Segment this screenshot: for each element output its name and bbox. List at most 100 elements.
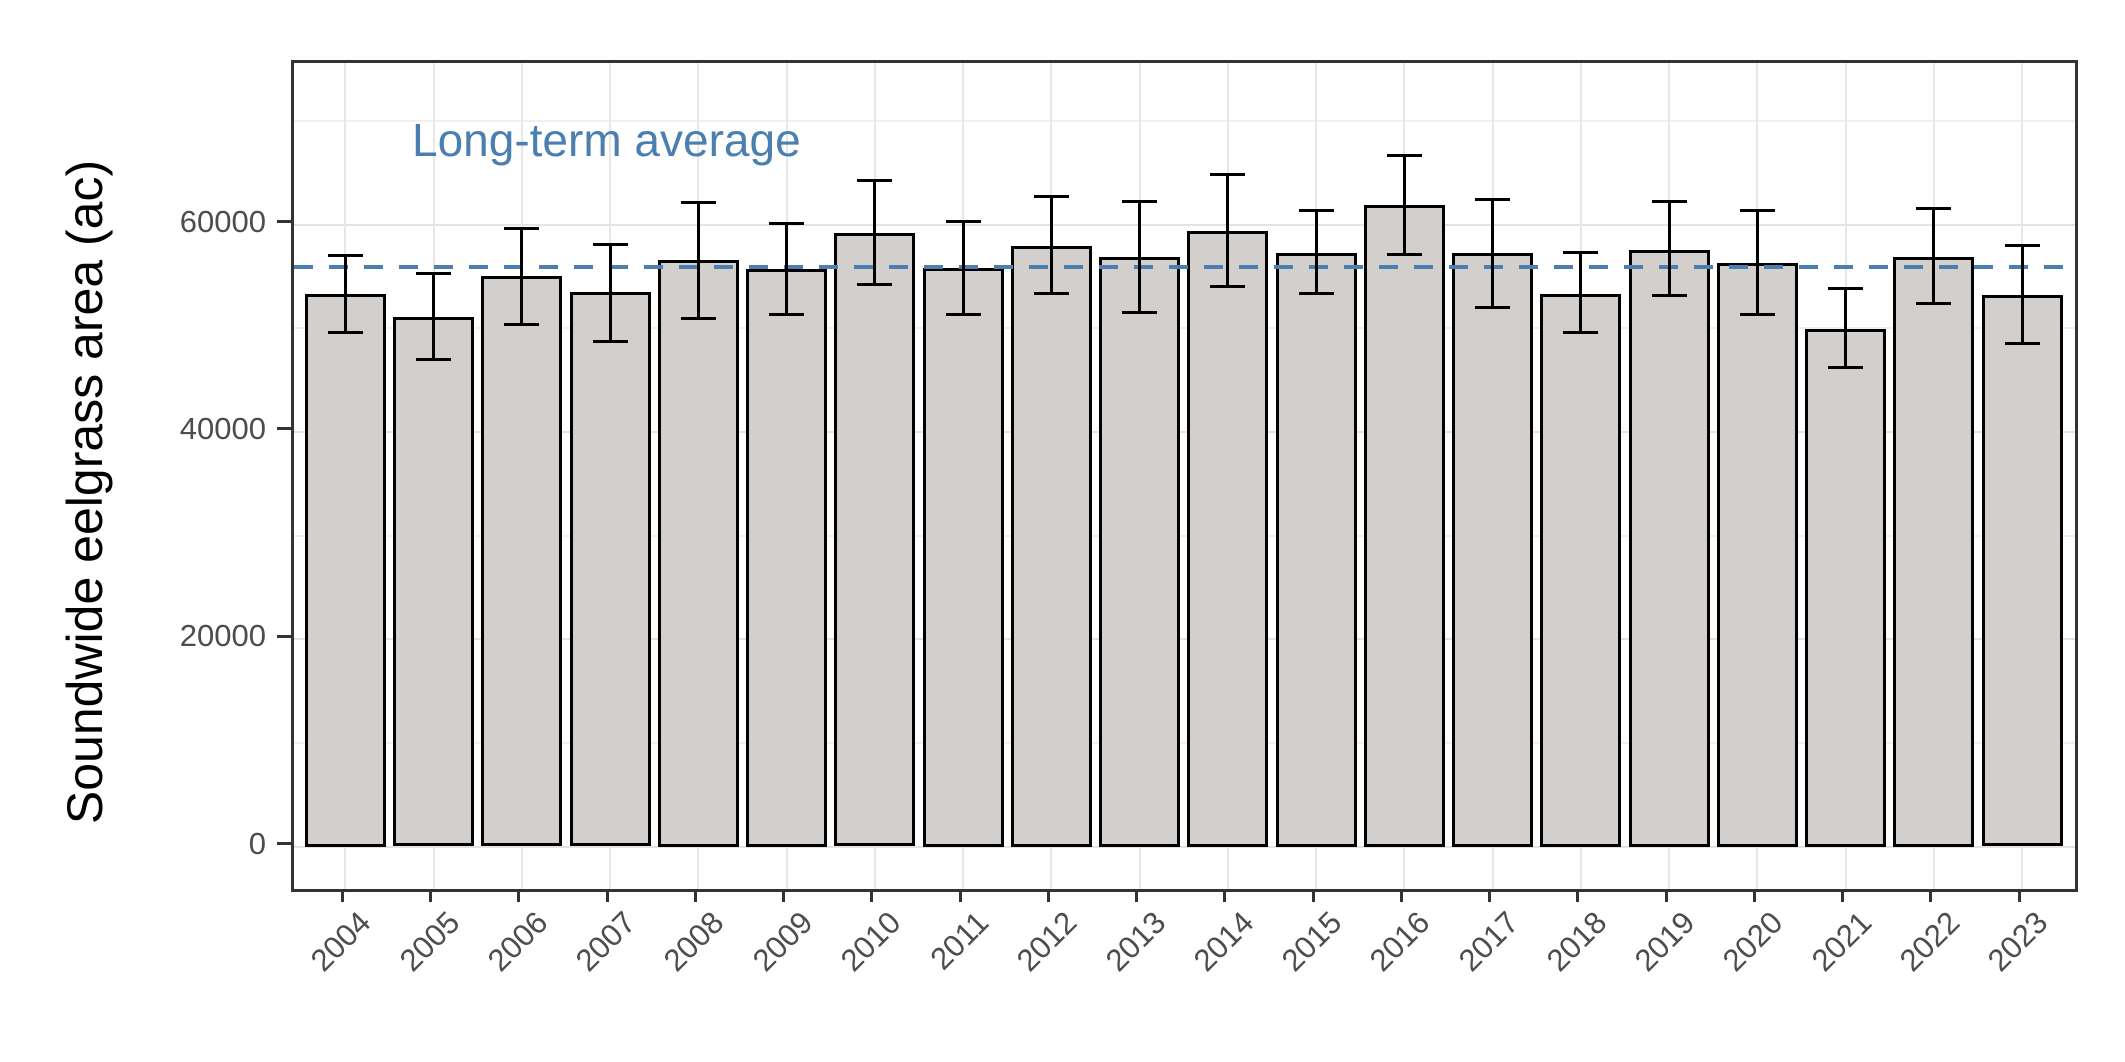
error-bar-cap-bottom-2012: [1033, 292, 1069, 296]
bar-2016: [1363, 204, 1445, 847]
error-bar-cap-top-2021: [1828, 286, 1864, 290]
y-tick-20000: [277, 634, 291, 638]
plot-panel: Long-term average: [291, 60, 2078, 892]
error-bar-cap-top-2004: [327, 253, 363, 257]
error-bar-cap-bottom-2015: [1298, 292, 1334, 296]
x-tick-2015: [1311, 889, 1315, 902]
bar-2013: [1099, 256, 1181, 847]
error-bar-2004: [343, 254, 347, 334]
error-bar-2012: [1049, 195, 1053, 295]
error-bar-cap-top-2007: [592, 243, 628, 247]
bar-2004: [304, 294, 386, 847]
bar-2006: [481, 276, 563, 847]
error-bar-2006: [520, 227, 524, 326]
error-bar-cap-bottom-2019: [1651, 294, 1687, 298]
error-bar-2016: [1402, 155, 1406, 255]
error-bar-2020: [1755, 210, 1759, 315]
gridline-minor-10000: [294, 741, 2075, 744]
error-bar-cap-top-2008: [680, 200, 716, 204]
bar-2017: [1452, 252, 1534, 847]
error-bar-cap-top-2013: [1122, 199, 1158, 203]
error-bar-2015: [1314, 210, 1318, 295]
error-bar-2017: [1491, 198, 1495, 308]
error-bar-2019: [1667, 200, 1671, 297]
long-term-average-label: Long-term average: [412, 114, 801, 166]
x-tick-2017: [1488, 889, 1492, 902]
x-tick-2020: [1752, 889, 1756, 902]
error-bar-2014: [1226, 173, 1230, 287]
error-bar-cap-top-2005: [416, 272, 452, 276]
error-bar-cap-bottom-2021: [1828, 365, 1864, 369]
error-bar-2022: [1932, 208, 1936, 305]
error-bar-cap-bottom-2016: [1386, 252, 1422, 256]
error-bar-cap-bottom-2010: [857, 282, 893, 286]
error-bar-2007: [608, 244, 612, 342]
error-bar-cap-top-2014: [1210, 172, 1246, 176]
y-tick-0: [277, 842, 291, 845]
x-tick-2016: [1399, 889, 1403, 902]
error-bar-cap-bottom-2007: [592, 339, 628, 343]
x-tick-2013: [1135, 889, 1139, 902]
bar-2015: [1275, 252, 1357, 847]
x-tick-2022: [1929, 889, 1933, 902]
bar-2009: [746, 269, 828, 847]
y-axis-title: Soundwide eelgrass area (ac): [57, 159, 113, 825]
x-tick-2018: [1576, 889, 1580, 902]
error-bar-cap-bottom-2008: [680, 316, 716, 320]
error-bar-cap-top-2015: [1298, 209, 1334, 213]
error-bar-2010: [873, 180, 877, 285]
y-tick-label-40000: 40000: [179, 410, 266, 446]
error-bar-cap-bottom-2013: [1122, 310, 1158, 314]
error-bar-cap-top-2023: [2004, 244, 2040, 248]
gridline-major-0: [294, 845, 2075, 848]
error-bar-2011: [961, 220, 965, 315]
x-tick-2009: [782, 889, 786, 902]
gridline-major-60000: [294, 223, 2075, 226]
bar-2010: [834, 232, 916, 847]
x-tick-2005: [429, 889, 433, 902]
x-tick-2012: [1046, 889, 1050, 902]
error-bar-cap-bottom-2020: [1739, 312, 1775, 316]
gridline-minor-70000: [294, 120, 2075, 123]
bar-2008: [657, 259, 739, 847]
error-bar-2013: [1138, 200, 1142, 313]
error-bar-cap-bottom-2004: [327, 331, 363, 335]
gridline-minor-30000: [294, 534, 2075, 537]
error-bar-2005: [432, 273, 436, 361]
x-tick-2014: [1223, 889, 1227, 902]
error-bar-cap-bottom-2017: [1475, 305, 1511, 309]
error-bar-cap-top-2009: [769, 221, 805, 225]
error-bar-cap-bottom-2014: [1210, 284, 1246, 288]
error-bar-cap-bottom-2011: [945, 312, 981, 316]
x-tick-2011: [958, 889, 962, 902]
error-bar-cap-bottom-2005: [416, 358, 452, 362]
x-tick-2010: [870, 889, 874, 902]
long-term-average-line: [294, 265, 2075, 270]
bar-2019: [1628, 249, 1710, 847]
error-bar-cap-bottom-2006: [504, 323, 540, 327]
error-bar-cap-bottom-2009: [769, 312, 805, 316]
bar-2014: [1187, 230, 1269, 847]
error-bar-cap-top-2012: [1033, 194, 1069, 198]
bar-2012: [1010, 246, 1092, 847]
error-bar-cap-top-2010: [857, 179, 893, 183]
error-bar-cap-bottom-2023: [2004, 341, 2040, 345]
x-tick-2023: [2017, 889, 2021, 902]
bar-2021: [1805, 329, 1887, 847]
error-bar-cap-top-2017: [1475, 197, 1511, 201]
y-tick-label-0: 0: [248, 825, 266, 861]
gridline-major-20000: [294, 638, 2075, 641]
error-bar-cap-top-2006: [504, 226, 540, 230]
x-tick-2006: [517, 889, 521, 902]
error-bar-cap-bottom-2018: [1563, 331, 1599, 335]
error-bar-cap-top-2019: [1651, 199, 1687, 203]
error-bar-cap-top-2020: [1739, 209, 1775, 213]
x-tick-2004: [340, 889, 344, 902]
error-bar-cap-top-2016: [1386, 154, 1422, 158]
bar-2022: [1893, 256, 1975, 847]
x-tick-label-2023: 2023: [1980, 904, 2055, 979]
error-bar-cap-top-2011: [945, 219, 981, 223]
error-bar-cap-top-2022: [1916, 207, 1952, 211]
gridline-major-40000: [294, 430, 2075, 433]
